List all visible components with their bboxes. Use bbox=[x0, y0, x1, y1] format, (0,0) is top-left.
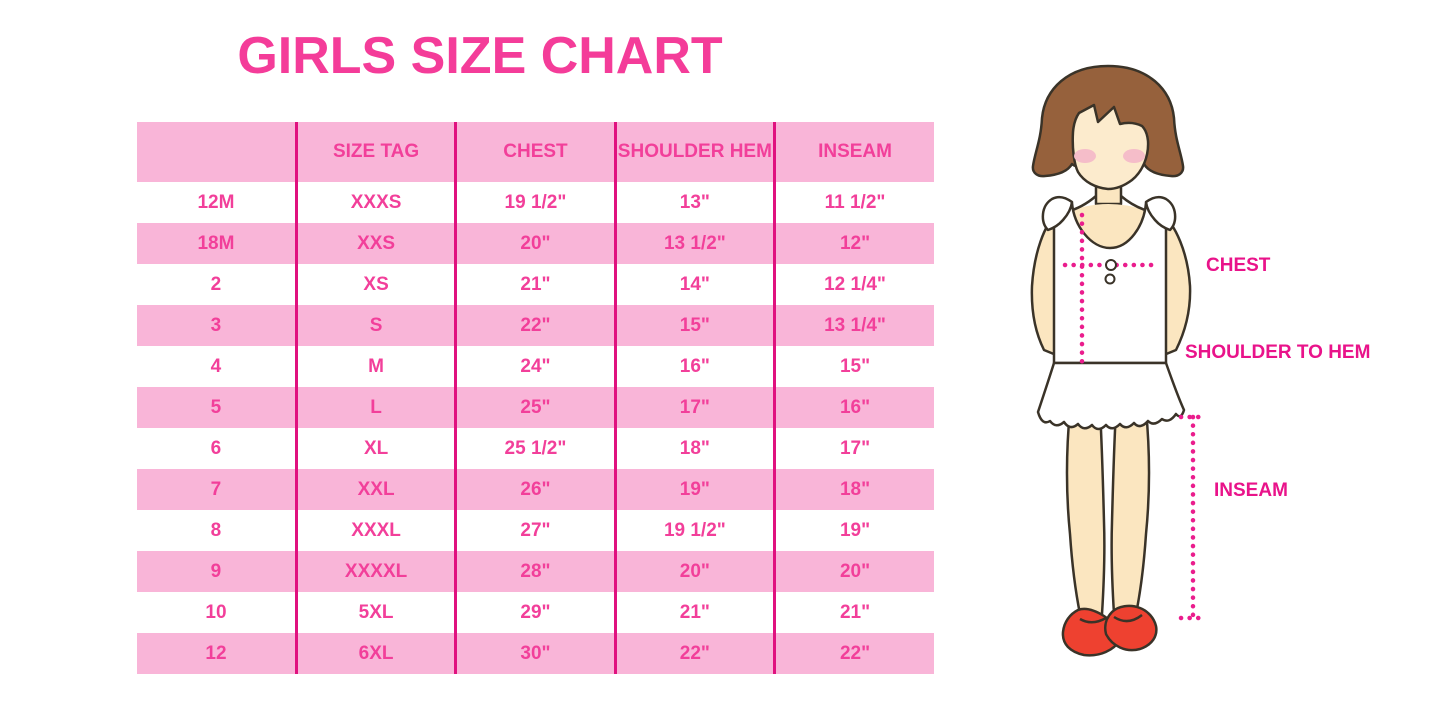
table-cell: 5XL bbox=[294, 592, 456, 633]
table-cell: 27" bbox=[454, 510, 616, 551]
table-cell: 19" bbox=[613, 469, 775, 510]
table-cell: 13 1/4" bbox=[773, 305, 934, 346]
table-cell: XXXXL bbox=[294, 551, 456, 592]
table-cell: 17" bbox=[773, 428, 934, 469]
table-cell: 20" bbox=[454, 223, 616, 264]
table-cell: 12" bbox=[773, 223, 934, 264]
table-row: 3 S 22" 15" 13 1/4" bbox=[137, 305, 934, 346]
column-header-chest: CHEST bbox=[454, 122, 616, 182]
shoulder-to-hem-label: SHOULDER TO HEM bbox=[1185, 342, 1371, 363]
top-button-2 bbox=[1104, 273, 1116, 285]
table-cell: 15" bbox=[613, 305, 775, 346]
table-row: 7 XXL 26" 19" 18" bbox=[137, 469, 934, 510]
table-cell: 20" bbox=[773, 551, 934, 592]
table-cell: 12 bbox=[137, 633, 297, 674]
table-cell: XXXL bbox=[294, 510, 456, 551]
table-cell: 4 bbox=[137, 346, 297, 387]
table-cell: 18M bbox=[137, 223, 297, 264]
table-cell: 28" bbox=[454, 551, 616, 592]
table-cell: 16" bbox=[773, 387, 934, 428]
size-chart-table: SIZE TAG CHEST SHOULDER HEM INSEAM 12M XX… bbox=[137, 122, 934, 674]
table-cell: 25" bbox=[454, 387, 616, 428]
table-cell: XXXS bbox=[294, 182, 456, 223]
skirt bbox=[1036, 361, 1186, 431]
table-cell: XXL bbox=[294, 469, 456, 510]
table-cell: 30" bbox=[454, 633, 616, 674]
table-cell: 8 bbox=[137, 510, 297, 551]
column-header-shoulder-hem: SHOULDER HEM bbox=[613, 122, 775, 182]
table-cell: 18" bbox=[773, 469, 934, 510]
table-row: 18M XXS 20" 13 1/2" 12" bbox=[137, 223, 934, 264]
inseam-label: INSEAM bbox=[1214, 480, 1288, 501]
table-row: 6 XL 25 1/2" 18" 17" bbox=[137, 428, 934, 469]
table-cell: 7 bbox=[137, 469, 297, 510]
blush-left bbox=[1074, 149, 1096, 163]
table-cell: 22" bbox=[454, 305, 616, 346]
frill-right bbox=[1144, 195, 1177, 232]
table-cell: 21" bbox=[613, 592, 775, 633]
shoe-right bbox=[1104, 604, 1158, 652]
table-cell: 22" bbox=[613, 633, 775, 674]
table-cell: 10 bbox=[137, 592, 297, 633]
table-cell: L bbox=[294, 387, 456, 428]
table-row: 12M XXXS 19 1/2" 13" 11 1/2" bbox=[137, 182, 934, 223]
table-cell: 17" bbox=[613, 387, 775, 428]
blush-right bbox=[1123, 149, 1145, 163]
table-cell: 2 bbox=[137, 264, 297, 305]
frill-left bbox=[1041, 195, 1074, 232]
table-cell: 16" bbox=[613, 346, 775, 387]
table-cell: 21" bbox=[773, 592, 934, 633]
table-cell: 19" bbox=[773, 510, 934, 551]
table-row: 4 M 24" 16" 15" bbox=[137, 346, 934, 387]
table-row: 9 XXXXL 28" 20" 20" bbox=[137, 551, 934, 592]
table-cell: 6 bbox=[137, 428, 297, 469]
table-cell: 26" bbox=[454, 469, 616, 510]
table-cell: 20" bbox=[613, 551, 775, 592]
column-header-inseam: INSEAM bbox=[773, 122, 934, 182]
table-cell: 12 1/4" bbox=[773, 264, 934, 305]
table-row: 8 XXXL 27" 19 1/2" 19" bbox=[137, 510, 934, 551]
table-row: 10 5XL 29" 21" 21" bbox=[137, 592, 934, 633]
page-title: GIRLS SIZE CHART bbox=[237, 27, 723, 85]
table-cell: 13 1/2" bbox=[613, 223, 775, 264]
table-cell: 19 1/2" bbox=[454, 182, 616, 223]
table-cell: XXS bbox=[294, 223, 456, 264]
table-cell: 25 1/2" bbox=[454, 428, 616, 469]
table-cell: 9 bbox=[137, 551, 297, 592]
leg-left bbox=[1065, 408, 1106, 616]
table-header-row: SIZE TAG CHEST SHOULDER HEM INSEAM bbox=[137, 122, 934, 182]
table-cell: 15" bbox=[773, 346, 934, 387]
table-cell: 12M bbox=[137, 182, 297, 223]
table-cell: 14" bbox=[613, 264, 775, 305]
table-cell: XS bbox=[294, 264, 456, 305]
chest-label: CHEST bbox=[1206, 255, 1271, 276]
shoe-strap-left bbox=[1079, 616, 1107, 624]
top-button-1 bbox=[1105, 259, 1117, 271]
table-cell: 22" bbox=[773, 633, 934, 674]
leg-right bbox=[1110, 408, 1151, 616]
face bbox=[1071, 103, 1150, 191]
column-header-size-tag: SIZE TAG bbox=[294, 122, 456, 182]
table-cell: 3 bbox=[137, 305, 297, 346]
table-cell: 29" bbox=[454, 592, 616, 633]
table-cell: S bbox=[294, 305, 456, 346]
table-cell: 5 bbox=[137, 387, 297, 428]
girl-figure-illustration bbox=[1030, 64, 1208, 657]
shoe-strap-right bbox=[1113, 613, 1143, 623]
table-row: 5 L 25" 17" 16" bbox=[137, 387, 934, 428]
table-cell: M bbox=[294, 346, 456, 387]
table-cell: 24" bbox=[454, 346, 616, 387]
table-cell: 18" bbox=[613, 428, 775, 469]
table-cell: 13" bbox=[613, 182, 775, 223]
table-body: 12M XXXS 19 1/2" 13" 11 1/2" 18M XXS 20" 13 1/2"… bbox=[137, 182, 934, 674]
table-cell: 19 1/2" bbox=[613, 510, 775, 551]
table-row: 2 XS 21" 14" 12 1/4" bbox=[137, 264, 934, 305]
table-cell: 6XL bbox=[294, 633, 456, 674]
column-header-size bbox=[137, 122, 297, 182]
table-cell: XL bbox=[294, 428, 456, 469]
table-cell: 21" bbox=[454, 264, 616, 305]
table-row: 12 6XL 30" 22" 22" bbox=[137, 633, 934, 674]
table-cell: 11 1/2" bbox=[773, 182, 934, 223]
